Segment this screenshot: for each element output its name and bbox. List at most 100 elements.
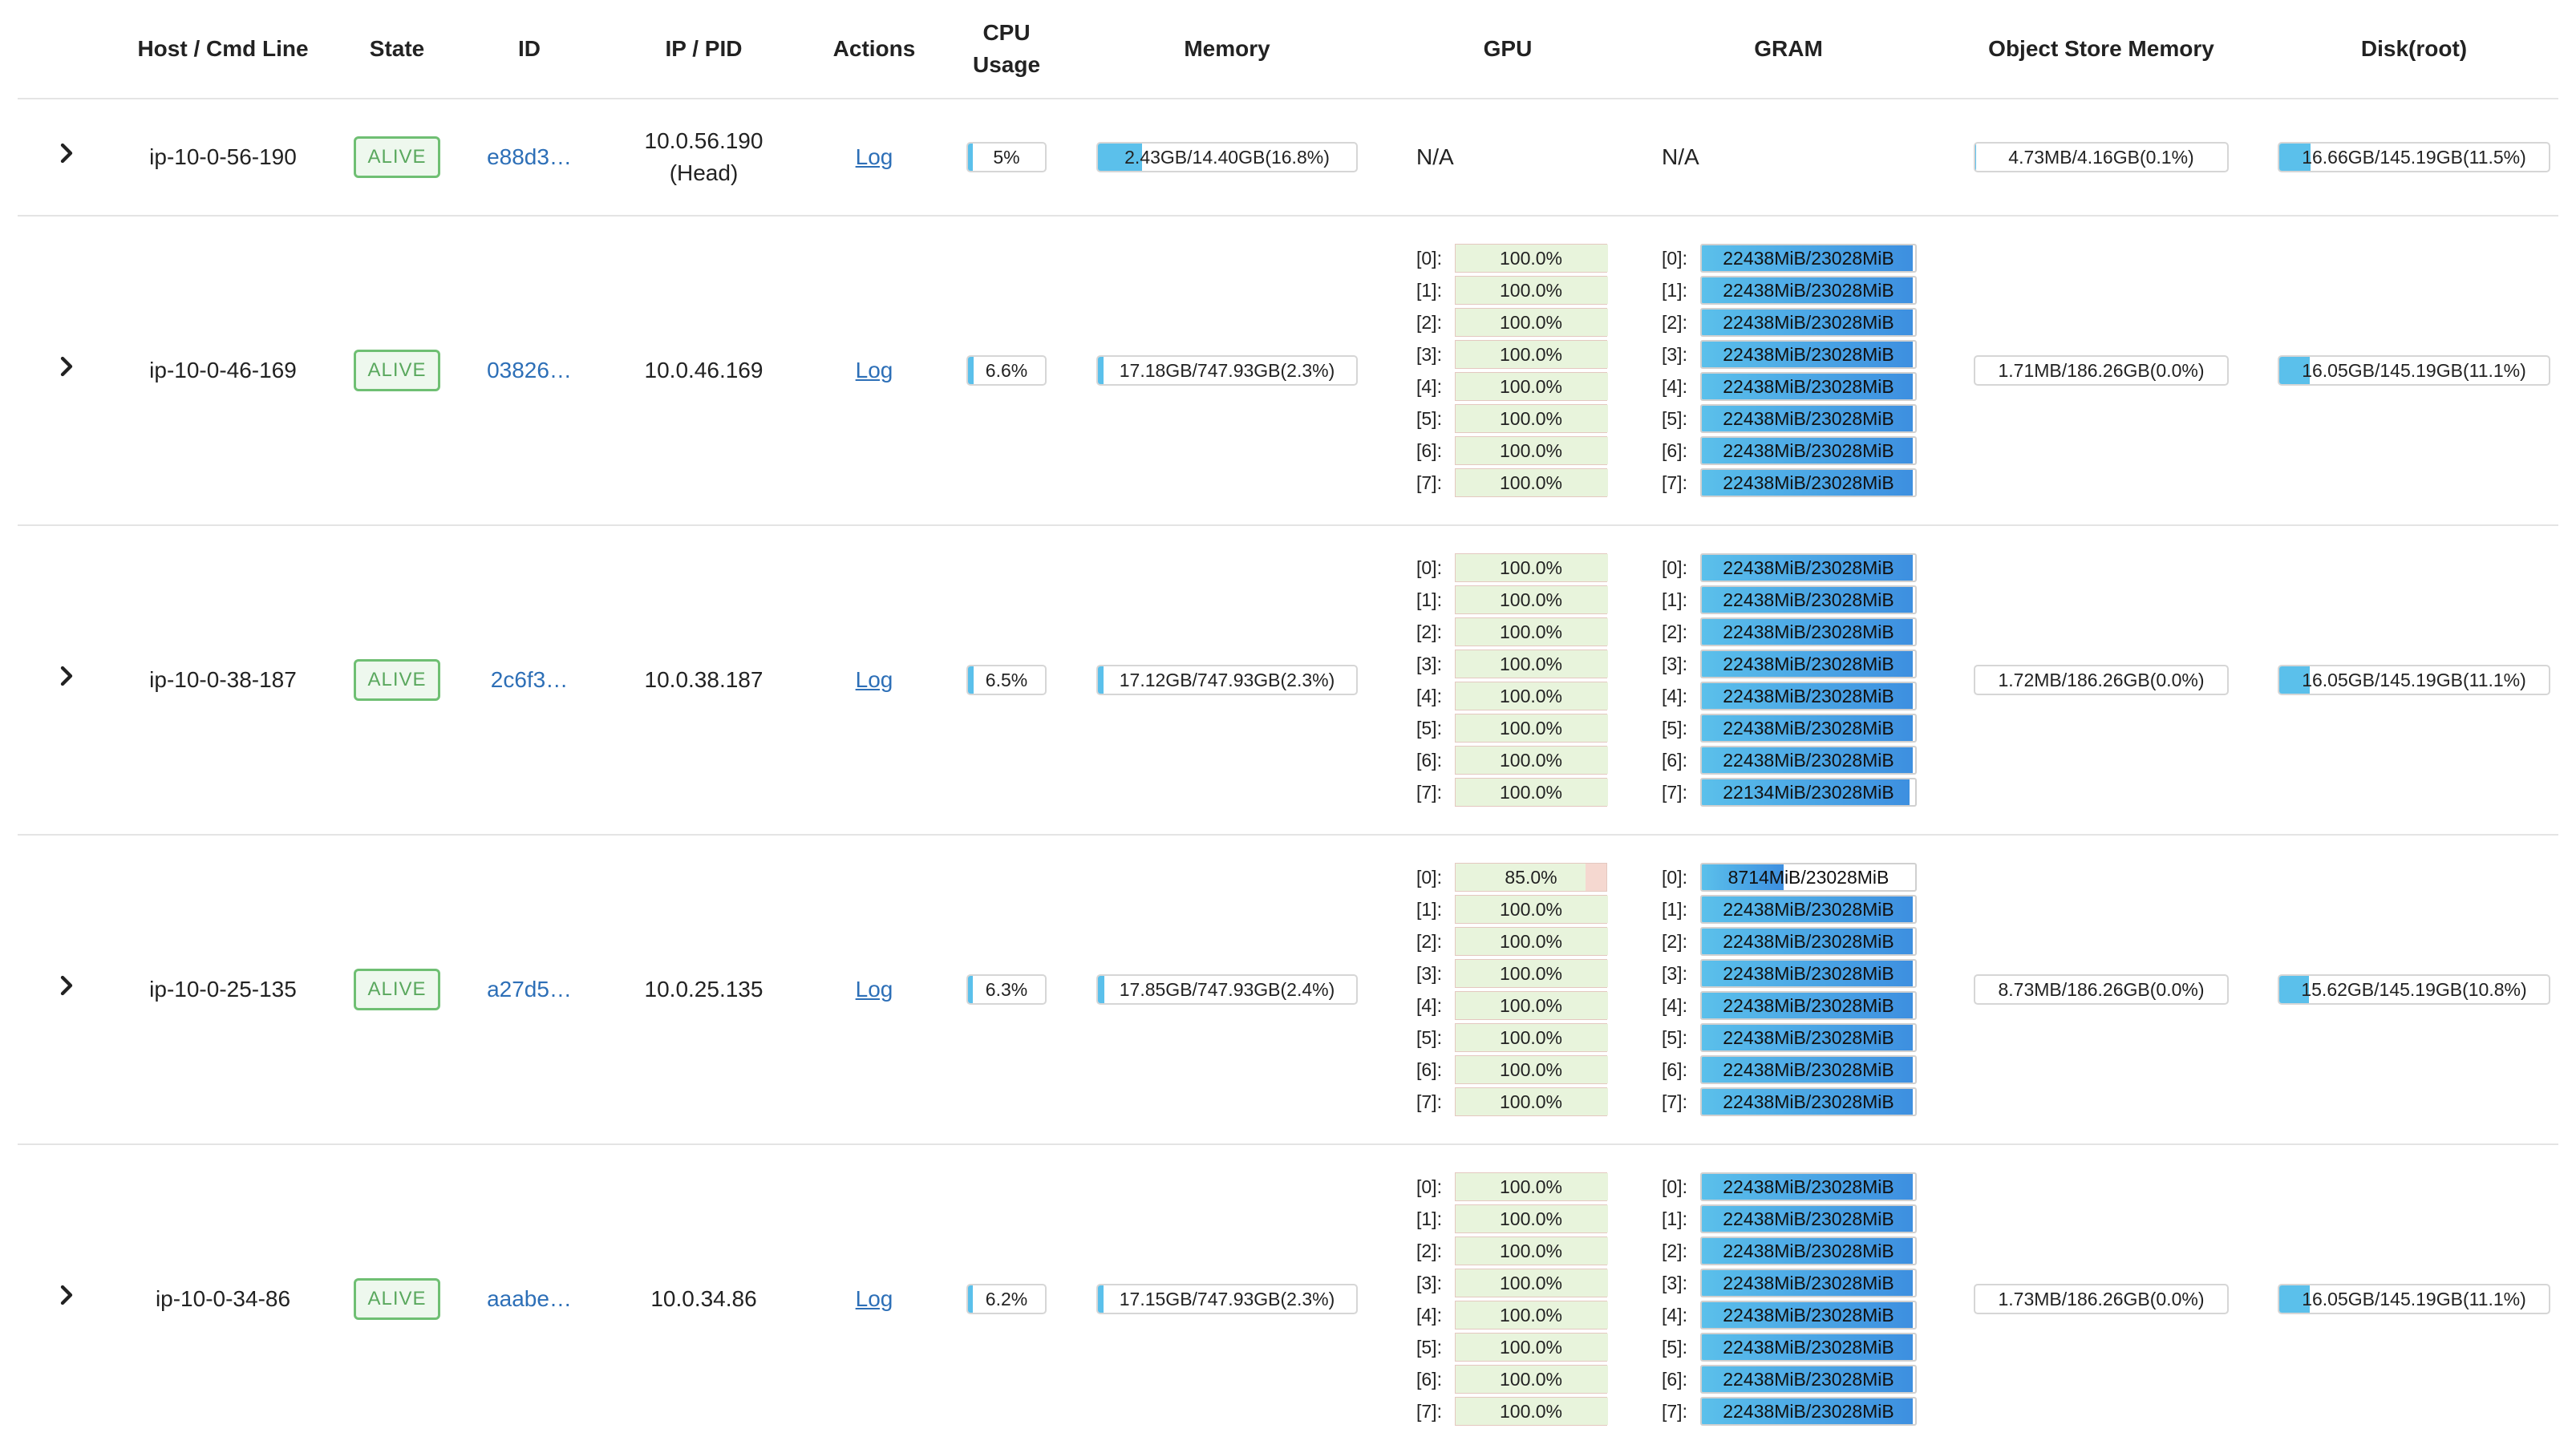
gram-label: 22438MiB/23028MiB (1702, 587, 1915, 613)
gpu-util-bar: 100.0% (1455, 553, 1607, 582)
gram-label: 22438MiB/23028MiB (1702, 683, 1915, 709)
gram-item: [0]:22438MiB/23028MiB (1662, 242, 1917, 274)
gram-bar: 22438MiB/23028MiB (1700, 436, 1917, 465)
log-link[interactable]: Log (856, 1283, 893, 1315)
gram-bar: 22438MiB/23028MiB (1700, 1236, 1917, 1265)
chevron-right-icon[interactable] (51, 350, 83, 391)
header-host[interactable]: Host / Cmd Line (135, 0, 311, 98)
node-id-link[interactable]: aaabe… (487, 1283, 572, 1315)
chevron-right-icon[interactable] (51, 969, 83, 1010)
gpu-index: [3]: (1416, 1273, 1455, 1294)
gpu-util-label: 100.0% (1456, 1024, 1606, 1051)
gram-bar: 22438MiB/23028MiB (1700, 617, 1917, 646)
gpu-index: [1]: (1416, 280, 1455, 302)
expand-cell[interactable] (32, 836, 101, 1143)
header-object-store[interactable]: Object Store Memory (1957, 0, 2246, 98)
header-cpu[interactable]: CPU Usage (954, 0, 1059, 98)
gpu-util-label: 100.0% (1456, 405, 1606, 432)
expand-cell[interactable] (32, 99, 101, 215)
gram-label: 22438MiB/23028MiB (1702, 374, 1915, 399)
gram-item: [3]:22438MiB/23028MiB (1662, 957, 1917, 990)
node-id-link[interactable]: e88d3… (487, 141, 572, 173)
header-gram[interactable]: GRAM (1652, 0, 1925, 98)
gram-label: 22134MiB/23028MiB (1702, 779, 1915, 805)
gpu-util-bar: 100.0% (1455, 372, 1607, 401)
gpu-item: [7]:100.0% (1416, 1395, 1607, 1427)
gram-index: [0]: (1662, 557, 1700, 579)
disk-cell: 16.05GB/145.19GB(11.1%) (2270, 1145, 2558, 1453)
gram-bar: 22438MiB/23028MiB (1700, 468, 1917, 497)
gpu-index: [4]: (1416, 995, 1455, 1017)
header-ip[interactable]: IP / PID (618, 0, 790, 98)
disk-bar-label: 16.05GB/145.19GB(11.1%) (2279, 1285, 2549, 1313)
gram-label: 22438MiB/23028MiB (1702, 929, 1915, 954)
gpu-item: [0]:85.0% (1416, 861, 1607, 893)
disk-cell: 16.66GB/145.19GB(11.5%) (2270, 99, 2558, 215)
header-id[interactable]: ID (473, 0, 585, 98)
object-store-cell: 1.72MB/186.26GB(0.0%) (1957, 526, 2246, 834)
log-link[interactable]: Log (856, 664, 893, 696)
gram-bar: 22438MiB/23028MiB (1700, 1023, 1917, 1052)
node-id-link[interactable]: 2c6f3… (491, 664, 569, 696)
gpu-index: [5]: (1416, 1027, 1455, 1049)
node-id-link[interactable]: 03826… (487, 354, 572, 387)
header-gpu[interactable]: GPU (1395, 0, 1620, 98)
gram-item: [5]:22438MiB/23028MiB (1662, 1022, 1917, 1054)
gram-label: 22438MiB/23028MiB (1702, 651, 1915, 677)
gram-item: [1]:22438MiB/23028MiB (1662, 1203, 1917, 1235)
log-link[interactable]: Log (856, 354, 893, 387)
gram-bar: 22438MiB/23028MiB (1700, 340, 1917, 369)
hostname: ip-10-0-25-135 (149, 973, 297, 1006)
expand-cell[interactable] (32, 1145, 101, 1453)
gpu-util-bar: 100.0% (1455, 959, 1607, 988)
chevron-right-icon[interactable] (51, 1279, 83, 1320)
gpu-index: [6]: (1416, 750, 1455, 771)
expand-cell[interactable] (32, 526, 101, 834)
object-store-bar: 4.73MB/4.16GB(0.1%) (1974, 142, 2229, 172)
disk-cell: 16.05GB/145.19GB(11.1%) (2270, 526, 2558, 834)
memory-bar: 2.43GB/14.40GB(16.8%) (1096, 142, 1358, 172)
node-id-link[interactable]: a27d5… (487, 973, 572, 1006)
chevron-right-icon[interactable] (51, 660, 83, 701)
gram-index: [3]: (1662, 344, 1700, 366)
gpu-util-label: 100.0% (1456, 747, 1606, 774)
chevron-right-icon[interactable] (51, 137, 83, 178)
id-cell: aaabe… (473, 1145, 585, 1453)
gpu-index: [4]: (1416, 686, 1455, 707)
gpu-util-bar: 100.0% (1455, 1023, 1607, 1052)
gpu-index: [2]: (1416, 1241, 1455, 1262)
log-link[interactable]: Log (856, 973, 893, 1006)
gpu-util-bar: 100.0% (1455, 276, 1607, 305)
log-link[interactable]: Log (856, 141, 893, 173)
gram-item: [2]:22438MiB/23028MiB (1662, 1235, 1917, 1267)
object-store-cell: 8.73MB/186.26GB(0.0%) (1957, 836, 2246, 1143)
gram-item: [7]:22134MiB/23028MiB (1662, 776, 1917, 808)
actions-cell: Log (818, 526, 930, 834)
gram-label: 22438MiB/23028MiB (1702, 406, 1915, 431)
cpu-bar: 6.2% (966, 1284, 1047, 1314)
gram-label: 22438MiB/23028MiB (1702, 342, 1915, 367)
gpu-index: [2]: (1416, 621, 1455, 643)
ip-cell: 10.0.25.135 (618, 836, 790, 1143)
gram-index: [4]: (1662, 376, 1700, 398)
ip-block: 10.0.56.190(Head) (645, 125, 763, 189)
disk-bar-label: 15.62GB/145.19GB(10.8%) (2279, 976, 2549, 1003)
gpu-util-label: 100.0% (1456, 1173, 1606, 1200)
gpu-cell: N/A (1416, 99, 1513, 215)
memory-bar-label: 17.18GB/747.93GB(2.3%) (1098, 357, 1356, 384)
header-memory[interactable]: Memory (1091, 0, 1363, 98)
expand-cell[interactable] (32, 217, 101, 524)
memory-bar-label: 2.43GB/14.40GB(16.8%) (1098, 144, 1356, 171)
gpu-util-bar: 100.0% (1455, 468, 1607, 497)
gram-index: [5]: (1662, 408, 1700, 430)
header-disk[interactable]: Disk(root) (2270, 0, 2558, 98)
gram-label: 22438MiB/23028MiB (1702, 1206, 1915, 1232)
gpu-item: [7]:100.0% (1416, 1086, 1607, 1118)
gram-index: [0]: (1662, 867, 1700, 888)
header-state[interactable]: State (345, 0, 449, 98)
